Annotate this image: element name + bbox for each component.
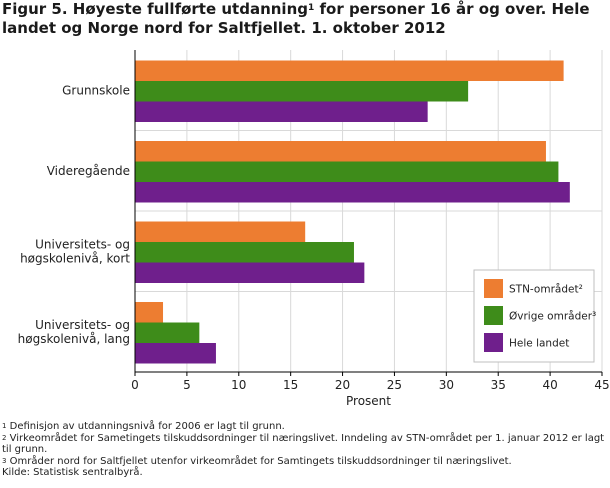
category-label: høgskolenivå, lang [18,332,130,346]
bar-3-cat-1 [135,101,428,122]
x-tick-label: 40 [542,378,557,392]
legend-label-3: Hele landet [509,338,569,350]
bar-3-cat-3 [135,262,365,283]
x-tick-label: 35 [491,378,506,392]
legend-swatch-3 [484,333,503,352]
x-tick-label: 45 [594,378,609,392]
chart-title-text: Figur 5. Høyeste fullførte utdanning [2,0,308,18]
legend-label-1: STN-området² [509,283,583,296]
x-tick-label: 10 [231,378,246,392]
bar-1-cat-3 [135,221,306,242]
chart-title: Figur 5. Høyeste fullførte utdanning1 fo… [2,0,608,38]
category-label: Universitets- og [35,237,130,251]
x-tick-label: 15 [283,378,298,392]
footnote-2: 2 Virkeområdet for Sametingets tilskudds… [2,432,605,456]
category-label: høgskolenivå, kort [20,251,130,265]
x-tick-label: 0 [131,378,139,392]
bar-1-cat-4 [135,302,164,323]
bar-2-cat-2 [135,161,559,182]
source-note: Kilde: Statistisk sentralbyrå. [2,467,143,478]
x-tick-label: 30 [439,378,454,392]
footnote-3: 3 Områder nord for Saltfjellet utenfor v… [2,455,512,467]
bar-3-cat-4 [135,343,216,364]
legend-swatch-2 [484,306,503,325]
footnotes: 1 Definisjon av utdanningsnivå for 2006 … [2,421,606,479]
x-tick-label: 25 [387,378,402,392]
x-axis-label: Prosent [346,394,391,408]
bar-1-cat-2 [135,141,546,162]
category-label: Universitets- og [35,318,130,332]
bar-1-cat-1 [135,60,564,81]
x-tick-label: 20 [335,378,350,392]
bar-2-cat-3 [135,242,354,263]
x-tick-label: 5 [183,378,191,392]
legend-label-2: Øvrige områder³ [509,310,596,323]
footnote-1: 1 Definisjon av utdanningsnivå for 2006 … [2,421,285,432]
bar-2-cat-4 [135,322,200,343]
category-label: Grunnskole [62,83,130,97]
bar-2-cat-1 [135,81,469,102]
category-label: Videregående [47,164,130,178]
chart-title-footnote-marker: 1 [308,3,315,13]
legend-swatch-1 [484,279,503,298]
bar-3-cat-2 [135,182,570,203]
chart-title-text-rest: for personer 16 år og over. Hele landet … [2,0,590,37]
